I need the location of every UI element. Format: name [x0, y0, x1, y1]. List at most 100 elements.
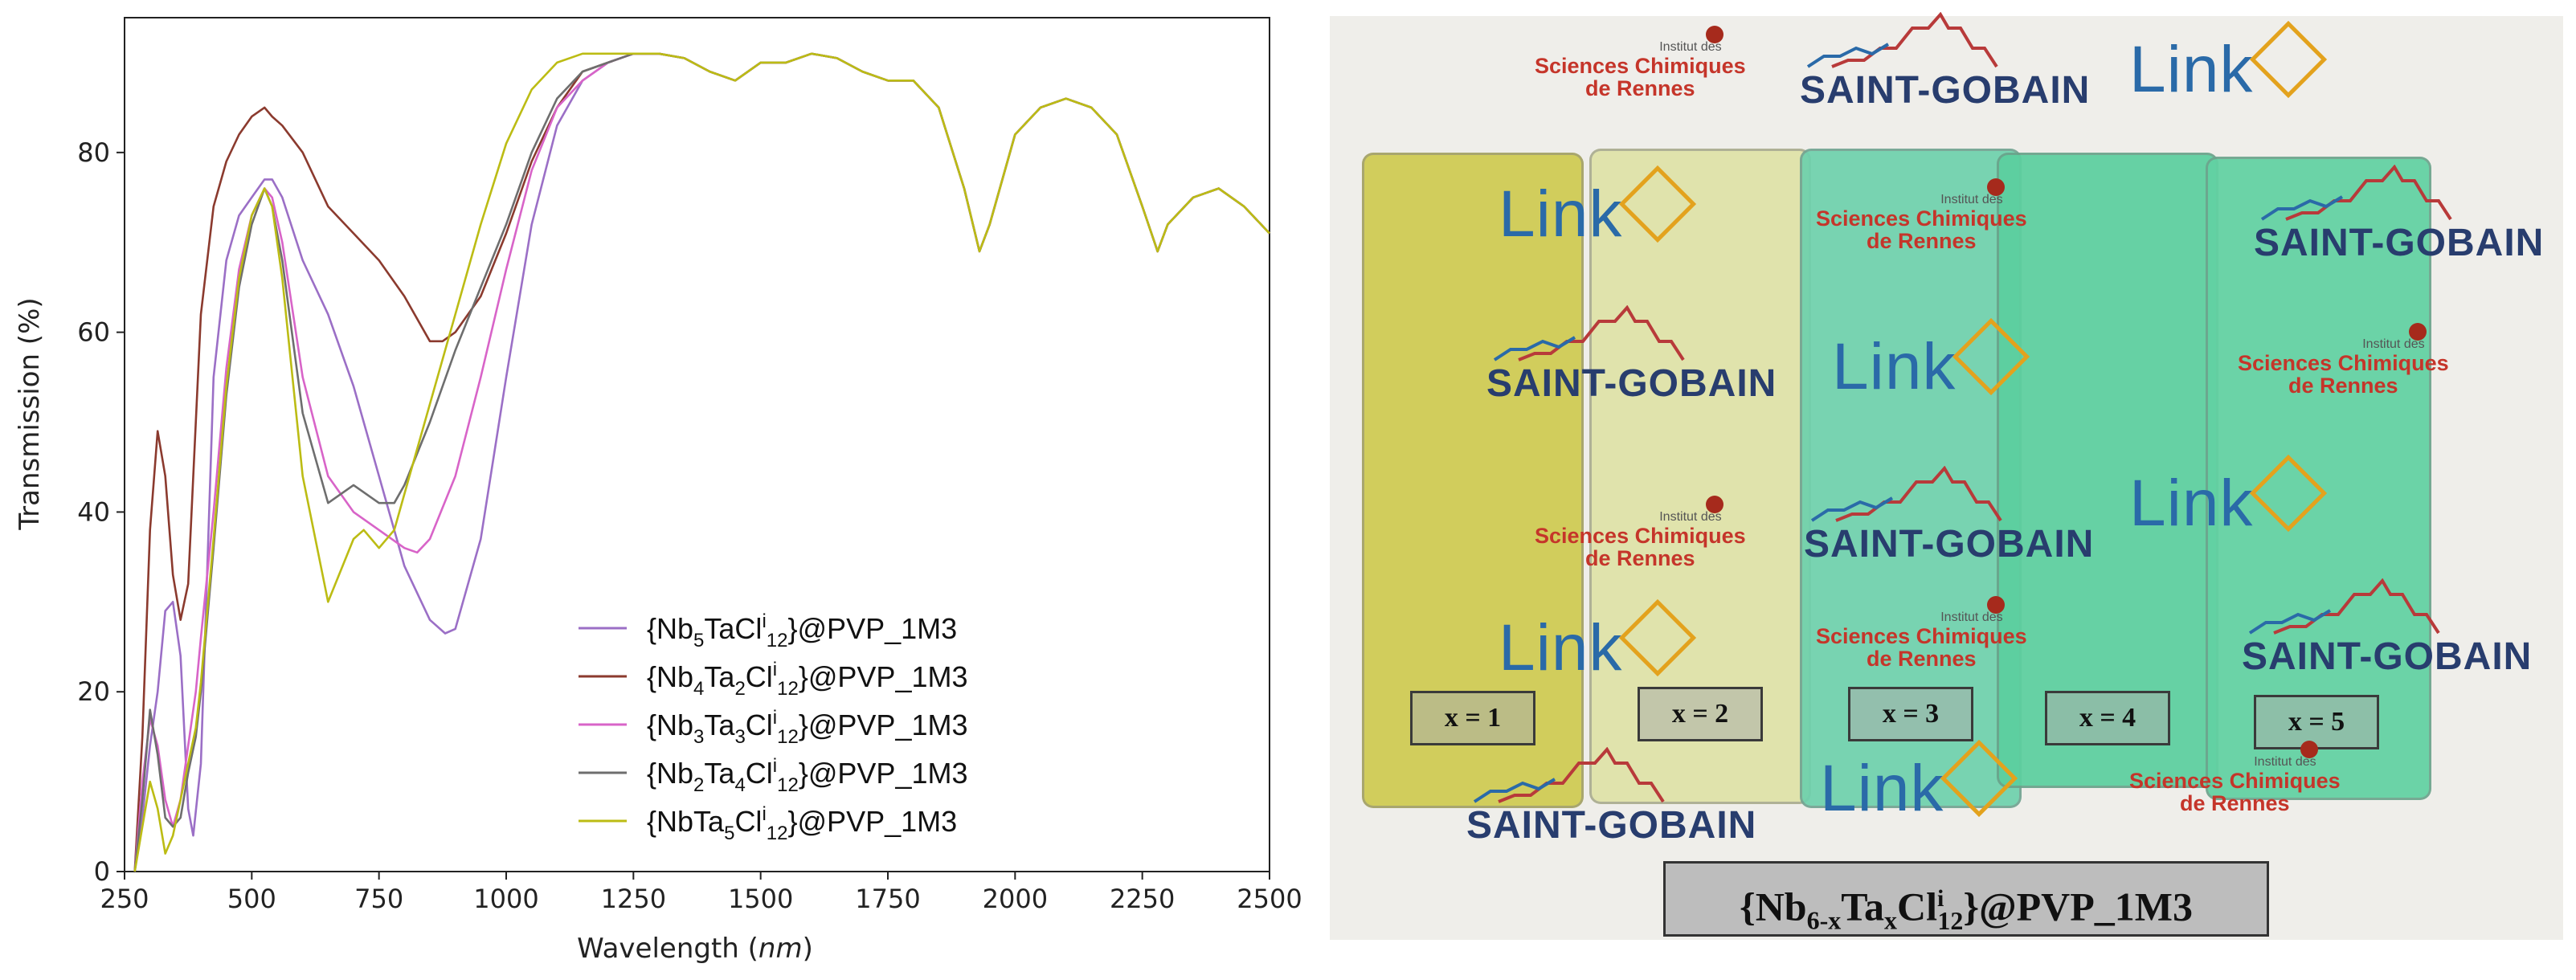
- skyline-icon: [1473, 747, 1665, 803]
- y-tick-label: 60: [77, 317, 110, 348]
- slide-label-x4: x = 4: [2045, 691, 2170, 745]
- slide-label-x5: x = 5: [2254, 695, 2379, 749]
- iscr-line2: de Rennes: [1585, 546, 1695, 570]
- iscr-line1: Sciences Chimiques: [1816, 624, 2027, 648]
- slide-4: [1997, 153, 2218, 788]
- legend-label: {Nb5TaCli12}@PVP_1M3: [647, 610, 957, 651]
- link-logo: Link: [1499, 598, 1697, 686]
- legend-label: {NbTa5Cli12}@PVP_1M3: [647, 803, 957, 844]
- photo-caption: {Nb6-xTaxCli12}@PVP_1M3: [1663, 861, 2269, 937]
- x-tick-label: 2000: [983, 884, 1048, 914]
- iscr-line1: Sciences Chimiques: [1535, 524, 1746, 548]
- iscr-logo: Institut des Sciences Chimiques de Rennes: [1816, 178, 2027, 253]
- iscr-line1: Sciences Chimiques: [1816, 206, 2027, 231]
- iscr-small-text: Institut des: [1940, 193, 2003, 206]
- saint-gobain-text: SAINT-GOBAIN: [2254, 222, 2545, 264]
- iscr-line1: Sciences Chimiques: [2238, 351, 2449, 375]
- legend-label: {Nb2Ta4Cli12}@PVP_1M3: [647, 755, 968, 796]
- iscr-line2: de Rennes: [1867, 229, 1977, 253]
- iscr-line2: de Rennes: [1867, 647, 1977, 671]
- y-tick-label: 20: [77, 676, 110, 707]
- x-tick-label: 2500: [1237, 884, 1302, 914]
- iscr-line1: Sciences Chimiques: [1535, 54, 1746, 78]
- saint-gobain-text: SAINT-GOBAIN: [1804, 523, 2095, 566]
- iscr-small-text: Institut des: [1659, 40, 1722, 54]
- link-logo: Link: [2129, 20, 2328, 108]
- cube-icon: [2250, 20, 2328, 99]
- saint-gobain-logo: SAINT-GOBAIN: [1804, 466, 2094, 566]
- iscr-logo: Institut des Sciences Chimiques de Rennes: [1816, 596, 2027, 671]
- plot-area: [124, 17, 1270, 872]
- link-logo-text: Link: [1499, 178, 1623, 251]
- x-axis: 250 500 750 1000 1250 1500 1750 2000 2250 2500: [100, 872, 1302, 914]
- saint-gobain-text: SAINT-GOBAIN: [2242, 635, 2533, 678]
- cube-icon: [1952, 317, 2030, 396]
- iscr-dot-icon: [1986, 178, 2005, 196]
- cube-icon: [1619, 165, 1697, 243]
- x-tick-label: 500: [227, 884, 276, 914]
- plot-frame: [124, 17, 1270, 872]
- y-axis: 0 20 40 60 80: [77, 137, 125, 887]
- iscr-logo: Institut des Sciences Chimiques de Rennes: [1535, 496, 1746, 570]
- slide-label-x3: x = 3: [1848, 687, 1973, 741]
- y-tick-label: 0: [94, 856, 110, 887]
- iscr-small-text: Institut des: [2254, 755, 2316, 769]
- iscr-dot-icon: [1986, 596, 2005, 614]
- y-tick-label: 80: [77, 137, 110, 168]
- iscr-small-text: Institut des: [2362, 337, 2425, 351]
- iscr-line2: de Rennes: [1585, 76, 1695, 100]
- saint-gobain-text: SAINT-GOBAIN: [1486, 362, 1777, 405]
- iscr-line2: de Rennes: [2180, 791, 2290, 815]
- slide-5: [2206, 157, 2431, 800]
- x-tick-label: 250: [100, 884, 149, 914]
- link-logo-text: Link: [1820, 752, 1944, 825]
- iscr-line1: Sciences Chimiques: [2129, 769, 2341, 793]
- link-logo-text: Link: [1832, 330, 1957, 403]
- legend: {Nb5TaCli12}@PVP_1M3 {Nb4Ta2Cli12}@PVP_1M…: [579, 610, 968, 844]
- saint-gobain-logo: SAINT-GOBAIN: [2254, 165, 2544, 265]
- saint-gobain-logo: SAINT-GOBAIN: [1486, 305, 1777, 406]
- iscr-line2: de Rennes: [2288, 374, 2398, 398]
- link-logo-text: Link: [2129, 467, 2254, 540]
- series-layer: [133, 52, 1270, 872]
- skyline-icon: [1493, 305, 1685, 361]
- iscr-logo: Institut des Sciences Chimiques de Rennes: [1535, 26, 1746, 100]
- skyline-icon: [2248, 578, 2440, 635]
- cube-icon: [1619, 598, 1697, 677]
- iscr-dot-icon: [1705, 26, 1723, 43]
- skyline-icon: [1810, 466, 2002, 522]
- legend-label: {Nb3Ta3Cli12}@PVP_1M3: [647, 707, 968, 748]
- cube-icon: [1940, 739, 2018, 818]
- x-tick-label: 750: [354, 884, 403, 914]
- iscr-dot-icon: [2408, 323, 2427, 341]
- transmission-chart: 250 500 750 1000 1250 1500 1750 2000 2250 2500 02…: [14, 17, 1302, 965]
- iscr-dot-icon: [1705, 496, 1723, 513]
- saint-gobain-logo: SAINT-GOBAIN: [1466, 747, 1756, 847]
- iscr-logo: Institut des Sciences Chimiques de Rennes: [2129, 741, 2341, 815]
- x-tick-label: 1000: [473, 884, 538, 914]
- x-tick-label: 1250: [601, 884, 666, 914]
- saint-gobain-text: SAINT-GOBAIN: [1800, 69, 2091, 112]
- x-tick-label: 1750: [855, 884, 920, 914]
- iscr-dot-icon: [2300, 741, 2318, 758]
- x-tick-label: 2250: [1110, 884, 1175, 914]
- link-logo-text: Link: [1499, 611, 1623, 684]
- skyline-icon: [2260, 165, 2452, 221]
- iscr-small-text: Institut des: [1659, 510, 1722, 524]
- y-axis-label: Transmission (%): [14, 297, 46, 530]
- saint-gobain-logo: SAINT-GOBAIN: [2242, 578, 2532, 679]
- saint-gobain-logo: SAINT-GOBAIN: [1800, 12, 2090, 112]
- link-logo: Link: [1499, 165, 1697, 252]
- iscr-logo: Institut des Sciences Chimiques de Rennes: [2238, 323, 2449, 398]
- slide-label-x1: x = 1: [1410, 691, 1535, 745]
- legend-label: {Nb4Ta2Cli12}@PVP_1M3: [647, 659, 968, 700]
- y-tick-label: 40: [77, 496, 110, 527]
- x-tick-label: 1500: [728, 884, 793, 914]
- slide-label-x2: x = 2: [1638, 687, 1763, 741]
- link-logo: Link: [2129, 454, 2328, 541]
- link-logo: Link: [1832, 317, 2030, 405]
- cube-icon: [2250, 454, 2328, 533]
- series-line-5: [133, 52, 1270, 872]
- iscr-small-text: Institut des: [1940, 610, 2003, 624]
